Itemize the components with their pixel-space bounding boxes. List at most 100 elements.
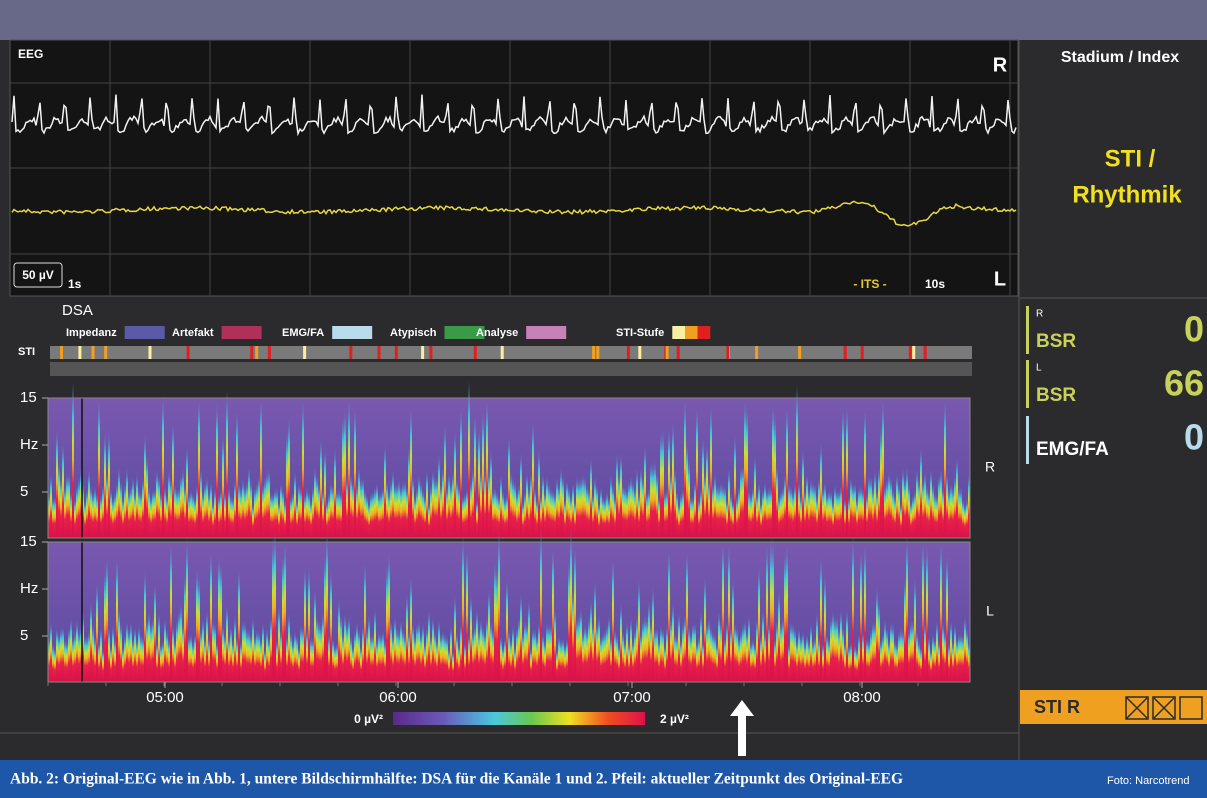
- spectrogram-column: [368, 502, 370, 538]
- spectrogram-column: [254, 635, 256, 682]
- spectrogram-column: [312, 487, 314, 539]
- spectrogram-column: [744, 620, 746, 682]
- spectrogram-column: [208, 491, 210, 538]
- spectrogram-column: [702, 437, 704, 538]
- spectrogram-column: [892, 488, 894, 538]
- spectrogram-column: [306, 487, 308, 538]
- y-label: 5: [20, 627, 28, 644]
- spectrogram-column: [534, 487, 536, 538]
- spectrogram-column: [914, 577, 916, 682]
- spectrogram-column: [750, 493, 752, 538]
- spectrogram-column: [610, 636, 612, 682]
- spectrogram-column: [748, 615, 750, 682]
- spectrogram-column: [476, 609, 478, 682]
- spectrogram-column: [222, 624, 224, 682]
- spectrogram-column: [350, 474, 352, 539]
- spectrogram-column: [376, 639, 378, 682]
- spectrogram-column: [84, 500, 86, 538]
- spectrogram-column: [902, 468, 904, 538]
- spectrogram-column: [328, 635, 330, 682]
- spectrogram-column: [506, 494, 508, 538]
- spectrogram-column: [852, 537, 854, 682]
- spectrogram-column: [690, 633, 692, 682]
- spectrogram-column: [184, 484, 186, 538]
- spectrogram-column: [134, 626, 136, 682]
- spectrogram-column: [956, 638, 958, 682]
- spectrogram-column: [630, 618, 632, 682]
- spectrogram-column: [466, 547, 468, 682]
- y-label: 15: [20, 533, 37, 550]
- spectrogram-column: [244, 621, 246, 683]
- spectrogram-column: [700, 488, 702, 538]
- spectrogram-column: [318, 483, 320, 538]
- spectrogram-column: [152, 489, 154, 538]
- spectrogram-column: [746, 404, 748, 538]
- spectrogram-column: [786, 405, 788, 538]
- spectrogram-column: [124, 484, 126, 538]
- sti-stripe: [726, 346, 729, 359]
- spectrogram-column: [494, 559, 496, 682]
- spectrogram-column: [526, 473, 528, 539]
- spectrogram-column: [832, 501, 834, 538]
- spectrogram-column: [468, 381, 470, 538]
- spectrogram-column: [446, 635, 448, 682]
- body: EEG R L 50 µV 1s - ITS - 10s Stadium / I…: [0, 0, 1207, 798]
- spectrogram-column: [868, 475, 870, 538]
- spectrogram-column: [920, 647, 922, 682]
- spectrogram-column: [918, 479, 920, 538]
- spectrogram-column: [636, 616, 638, 683]
- spectrogram-column: [182, 622, 184, 682]
- spectrogram-column: [880, 424, 882, 538]
- spectrogram-column: [674, 633, 676, 682]
- spectrogram-column: [540, 530, 542, 682]
- spectrogram-column: [390, 620, 392, 682]
- time-end: 10s: [925, 277, 945, 291]
- spectrogram-column: [122, 647, 124, 683]
- spectrogram-column: [392, 470, 394, 538]
- spectrogram-column: [664, 491, 666, 538]
- spectrogram-column: [58, 461, 60, 538]
- spectrogram-column: [390, 480, 392, 538]
- spectrogram-column: [568, 559, 570, 683]
- spectrogram-column: [266, 629, 268, 683]
- spectrogram-column: [288, 416, 290, 538]
- spectrogram-column: [748, 490, 750, 538]
- spectrogram-column: [598, 615, 600, 682]
- spectrogram-column: [286, 636, 288, 682]
- metric-value: 0: [1184, 417, 1204, 458]
- spectrogram-column: [622, 631, 624, 682]
- spectrogram-column: [450, 625, 452, 682]
- spectrogram-column: [794, 628, 796, 683]
- spectrogram-column: [864, 543, 866, 682]
- spectrogram-column: [226, 605, 228, 683]
- spectrogram-column: [608, 615, 610, 682]
- spectrogram-column: [614, 629, 616, 682]
- spectrogram-column: [832, 610, 834, 682]
- spectrogram-column: [430, 635, 432, 682]
- spectrogram-column: [656, 471, 658, 538]
- legend-swatch: [222, 326, 262, 339]
- spectrogram-column: [142, 477, 144, 538]
- spectrogram-column: [620, 603, 622, 682]
- spectrogram-column: [266, 471, 268, 538]
- spectrogram-column: [278, 606, 280, 682]
- sti-stripe: [861, 346, 864, 359]
- spectrogram-column: [404, 480, 406, 538]
- spectrogram-column: [826, 634, 828, 683]
- spectrogram-column: [176, 620, 178, 682]
- spectrogram-column: [754, 644, 756, 683]
- spectrogram-column: [790, 621, 792, 682]
- sti-stripe: [627, 346, 630, 359]
- spectrogram-column: [480, 619, 482, 683]
- spectrogram-column: [284, 540, 286, 682]
- spectrogram-column: [808, 488, 810, 538]
- spectrogram-column: [64, 486, 66, 538]
- spectrogram-column: [328, 493, 330, 538]
- spectrogram-column: [884, 485, 886, 538]
- spectrogram-column: [430, 485, 432, 539]
- spectrogram-column: [462, 496, 464, 539]
- spectrogram-column: [556, 477, 558, 538]
- spectrogram-column: [52, 497, 54, 538]
- spectrogram-column: [628, 642, 630, 682]
- spectrogram-column: [336, 643, 338, 682]
